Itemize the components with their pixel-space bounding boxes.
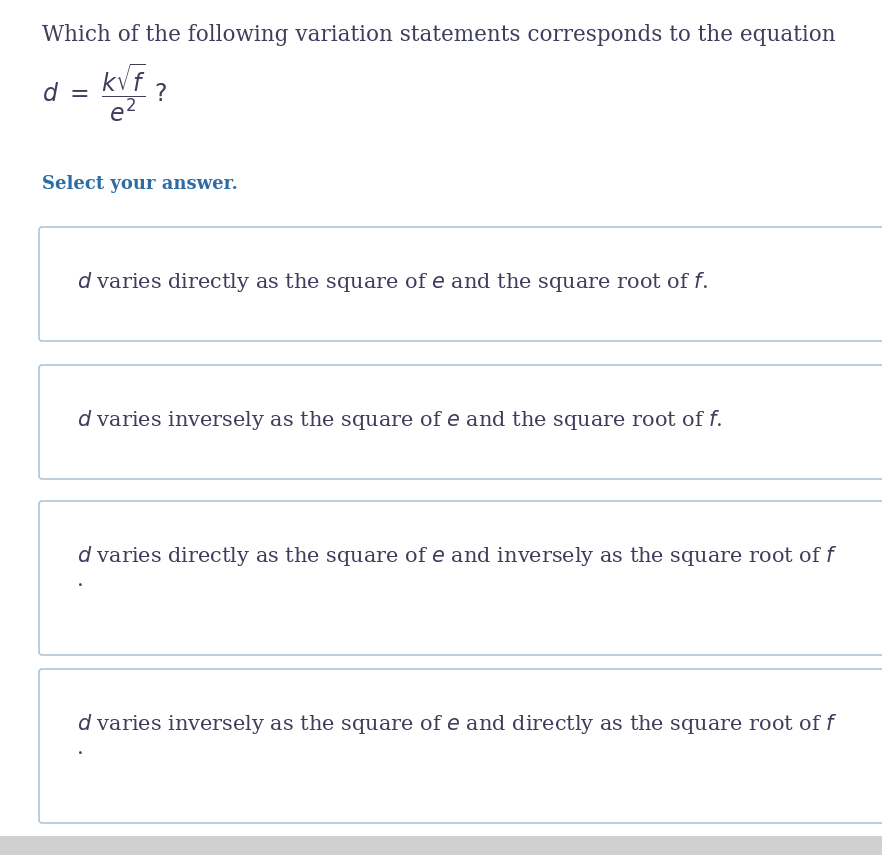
FancyBboxPatch shape	[39, 669, 882, 823]
Text: Which of the following variation statements corresponds to the equation: Which of the following variation stateme…	[42, 24, 835, 46]
Text: Select your answer.: Select your answer.	[42, 175, 238, 193]
Bar	[0, 836, 882, 855]
Text: $d$ varies inversely as the square of $e$ and the square root of $f$.: $d$ varies inversely as the square of $e…	[77, 408, 722, 432]
Text: $d\ =\ \dfrac{k\sqrt{f}}{e^2}$$\ ?$: $d\ =\ \dfrac{k\sqrt{f}}{e^2}$$\ ?$	[42, 62, 167, 124]
Text: $d$ varies inversely as the square of $e$ and directly as the square root of $f$: $d$ varies inversely as the square of $e…	[77, 712, 838, 758]
FancyBboxPatch shape	[39, 227, 882, 341]
FancyBboxPatch shape	[39, 365, 882, 479]
Text: $d$ varies directly as the square of $e$ and inversely as the square root of $f$: $d$ varies directly as the square of $e$…	[77, 544, 838, 590]
FancyBboxPatch shape	[39, 501, 882, 655]
Text: $d$ varies directly as the square of $e$ and the square root of $f$.: $d$ varies directly as the square of $e$…	[77, 270, 708, 294]
